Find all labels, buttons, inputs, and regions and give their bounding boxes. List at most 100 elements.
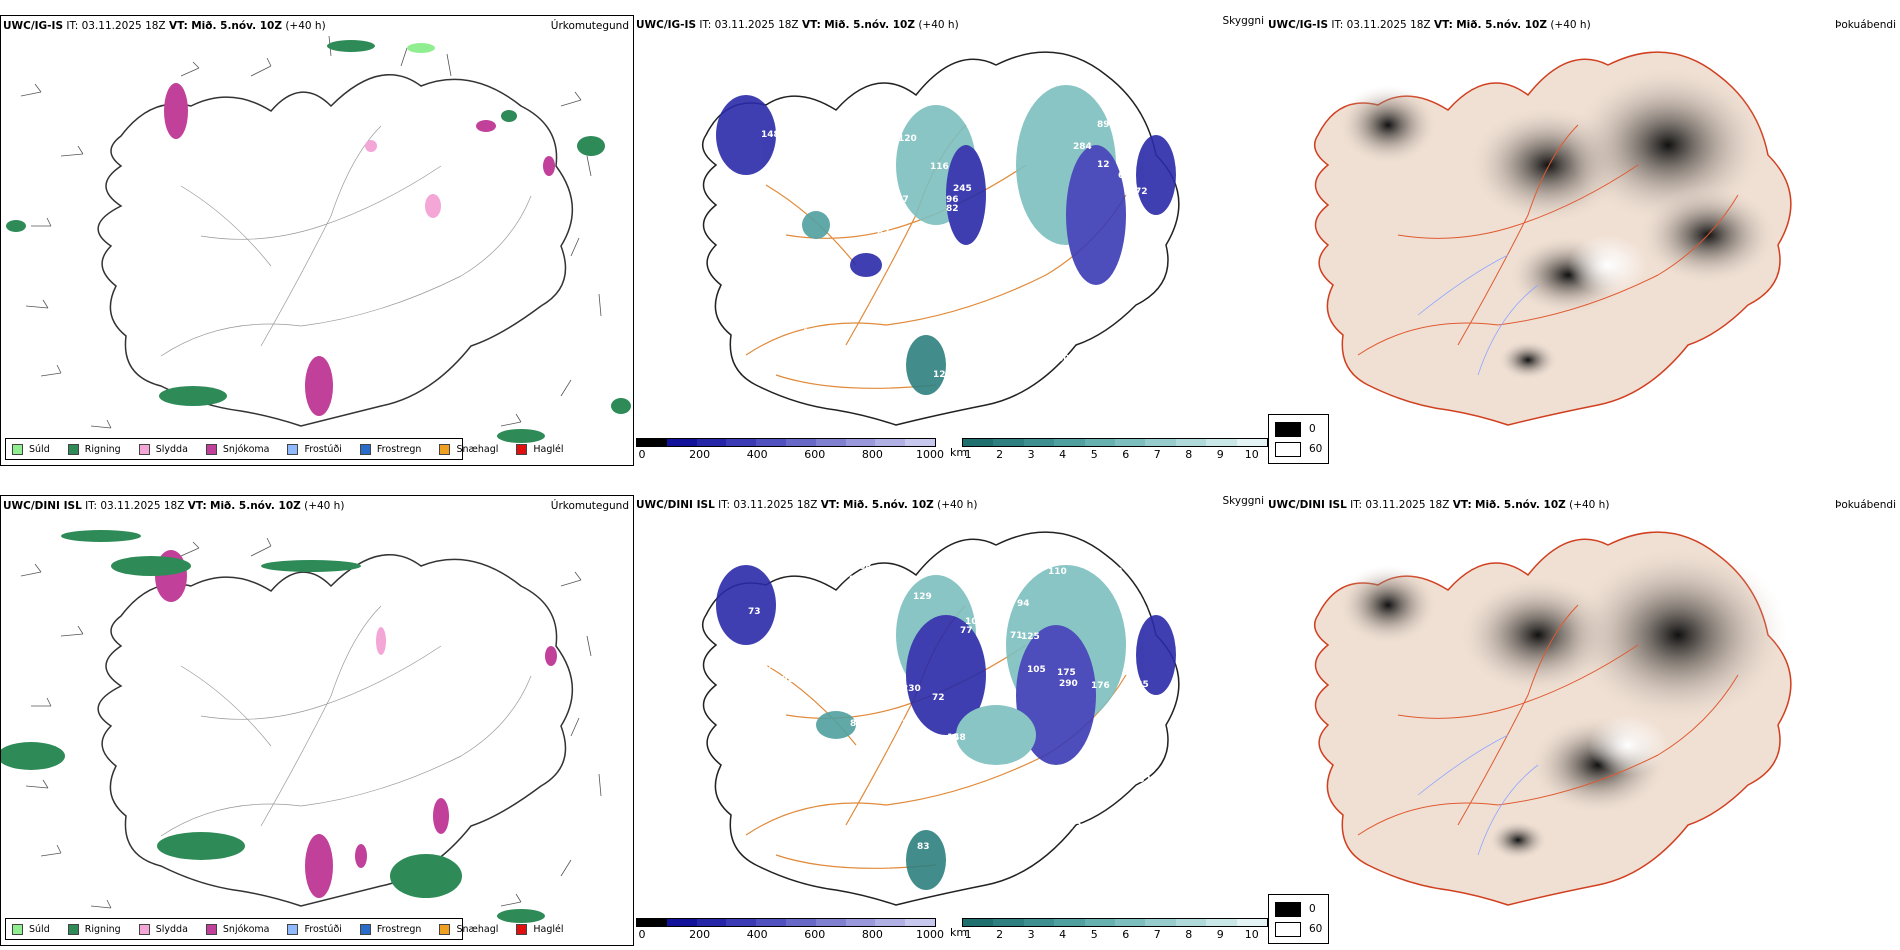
legend-item: Snæhagl [439, 443, 499, 455]
legend-swatch [287, 923, 299, 935]
cloud-label: 78 [893, 325, 906, 335]
fog-key-label: 0 [1309, 903, 1316, 915]
cloud-fields [716, 85, 1176, 395]
legend-label: Snæhagl [456, 443, 499, 455]
colorbar-tick: 4 [1059, 928, 1067, 941]
legend-label: Súld [29, 923, 50, 935]
cloudbase-map-top: 83 93 89 87 96 103 90 116 123 105 115 125 120 245 187 1… [636, 15, 1270, 466]
colorbar-tick: 400 [746, 928, 768, 941]
legend-swatch [67, 443, 79, 455]
roads [160, 605, 532, 837]
cloud-label: 82 [1110, 567, 1123, 577]
cloud-label: 152 [1132, 775, 1151, 785]
legend-label: Rigning [84, 443, 121, 455]
cloud-label: 131 [993, 790, 1012, 800]
legend-item: Frostregn [359, 923, 422, 935]
cloud-label: 125 [779, 705, 798, 715]
cloud-label: 73 [1069, 822, 1082, 832]
legend-item: Frostregn [359, 443, 421, 455]
fog-key-label: 0 [1309, 423, 1316, 435]
fog-key-row: 0 [1275, 419, 1322, 439]
legend-item: Frostúði [287, 923, 342, 935]
legend-item: Haglél [516, 443, 564, 455]
iceland-outline [97, 554, 573, 907]
colorbar-tick: 5 [1090, 448, 1098, 461]
cloud-label: 121 [816, 293, 835, 303]
colorbar-unit: km [950, 446, 968, 459]
cloud-label: 175 [1057, 668, 1076, 678]
rivers [1417, 254, 1539, 376]
colorbar-step [637, 439, 667, 446]
colorbar-step [1023, 919, 1055, 926]
cloud-label: 70 [750, 725, 763, 735]
legend-swatch [138, 443, 150, 455]
colorbar-step [963, 919, 994, 926]
cloud-label: 82 [946, 204, 959, 214]
legend-label: Slydda [155, 923, 188, 935]
colorbar-step [1175, 439, 1207, 446]
cloud-label: 56 [794, 181, 807, 191]
colorbar-step [1054, 439, 1085, 446]
colorbar-step [726, 439, 757, 446]
colorbar-step [1175, 919, 1207, 926]
panel-tag: Þokuábendi [1835, 499, 1896, 511]
cloudbase-map-bottom: 68 94 100 72 148 125 73 71 70 77 72 70 86 82 84 258 106 1… [636, 495, 1270, 946]
fog-key-label: 60 [1309, 443, 1323, 455]
colorbar-tick: 3 [1027, 448, 1035, 461]
cloud-fields [716, 565, 1176, 890]
legend-item: Súld [12, 443, 50, 455]
legend-swatch [359, 923, 371, 935]
panel-tag: Þokuábendi [1835, 19, 1896, 31]
cloud-label: 106 [902, 809, 921, 819]
iceland-outline [97, 74, 573, 427]
visibility-colorbar: km 1 2 3 4 5 6 7 8 9 10 [950, 918, 1268, 941]
precip-areas [1, 530, 557, 923]
cloud-label: 120 [898, 134, 917, 144]
cloud-label: 290 [1059, 679, 1078, 689]
cloud-label: 80 [1057, 354, 1070, 364]
cloud-label: 247 [1069, 807, 1088, 817]
panel-title: UWC/DINI ISL IT: 03.11.2025 18Z VT: Mið.… [3, 500, 345, 512]
cloud-label: 84 [952, 856, 965, 866]
cloud-label: 87 [877, 228, 890, 238]
legend-label: Frostregn [376, 923, 422, 935]
cloud-label: 86 [849, 575, 862, 585]
legend-label: Haglél [533, 923, 564, 935]
colorbar-tick: 8 [1185, 448, 1193, 461]
cloud-label: 102 [775, 675, 794, 685]
legend-item: Súld [12, 923, 50, 935]
legend-label: Súld [29, 443, 50, 455]
cloud-label: 107 [786, 781, 805, 791]
colorbar-step [696, 919, 727, 926]
cloud-label: 100 [987, 284, 1006, 294]
legend-swatch [516, 443, 528, 455]
colorbar-step [1023, 439, 1055, 446]
cloud-label: 89 [1097, 120, 1110, 130]
cloud-label: 101 [759, 662, 778, 672]
colorbar-tick: 9 [1216, 928, 1224, 941]
cloudbase-map-canvas: 8393898796103901161231051151251202451871… [701, 51, 1180, 426]
cloud-label: 60 [1118, 171, 1131, 181]
colorbar-tick: 3 [1027, 928, 1035, 941]
rivers [1417, 734, 1539, 856]
fog-key-label: 60 [1309, 923, 1323, 935]
cloud-label: 116 [930, 162, 949, 172]
colorbar-unit: km [950, 926, 968, 939]
legend-item: Snjókoma [205, 923, 270, 935]
panel-title: UWC/IG-IS IT: 03.11.2025 18Z VT: Mið. 5.… [636, 19, 959, 31]
colorbar-step [1115, 439, 1146, 446]
colorbar-tick: 1000 [916, 928, 944, 941]
colorbar-tick: 10 [1244, 928, 1259, 941]
precip-legend: Súld Rigning Slydda Snjókoma Frostúði Frostre… [5, 438, 564, 460]
cloud-label: 98 [814, 134, 827, 144]
colorbar-step [1236, 439, 1268, 446]
legend-label: Snjókoma [222, 923, 270, 935]
colorbar-step [666, 919, 697, 926]
colorbar-tick: 400 [746, 448, 768, 461]
cloud-label: 165 [856, 856, 875, 866]
cloud-label: 107 [890, 195, 909, 205]
colorbar-tick: 1 [964, 928, 972, 941]
fog-key-swatch [1275, 441, 1301, 457]
colorbar-step [1084, 439, 1116, 446]
cloud-label: 309 [783, 593, 802, 603]
